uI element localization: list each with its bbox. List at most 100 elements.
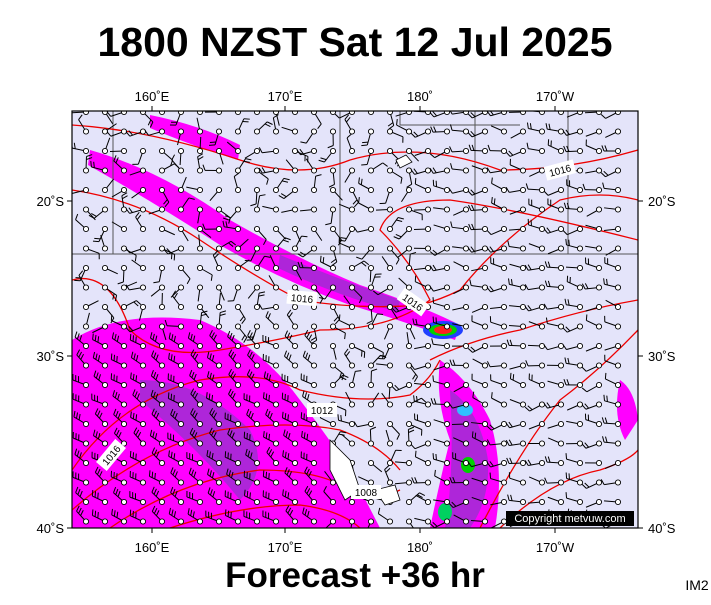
station bbox=[178, 246, 183, 251]
station bbox=[387, 129, 392, 134]
station bbox=[577, 382, 582, 387]
station bbox=[387, 480, 392, 485]
station bbox=[311, 480, 316, 485]
station bbox=[311, 246, 316, 251]
wind-barb bbox=[171, 394, 172, 400]
station bbox=[121, 343, 126, 348]
station bbox=[216, 363, 221, 368]
station bbox=[197, 168, 202, 173]
station bbox=[216, 226, 221, 231]
station bbox=[178, 129, 183, 134]
station bbox=[178, 441, 183, 446]
station bbox=[83, 324, 88, 329]
station bbox=[558, 304, 563, 309]
station bbox=[501, 148, 506, 153]
station bbox=[140, 382, 145, 387]
station bbox=[292, 129, 297, 134]
station bbox=[102, 324, 107, 329]
station bbox=[425, 324, 430, 329]
station bbox=[140, 519, 145, 524]
station bbox=[83, 382, 88, 387]
station bbox=[197, 402, 202, 407]
station bbox=[577, 304, 582, 309]
station bbox=[292, 441, 297, 446]
wind-barb bbox=[436, 454, 437, 460]
station bbox=[140, 226, 145, 231]
station bbox=[292, 246, 297, 251]
station bbox=[463, 207, 468, 212]
station bbox=[235, 363, 240, 368]
station bbox=[539, 187, 544, 192]
station bbox=[615, 207, 620, 212]
station bbox=[178, 148, 183, 153]
wind-barb bbox=[433, 453, 434, 459]
copyright: Copyright metvuw.com bbox=[514, 513, 625, 525]
wind-barb bbox=[269, 395, 270, 401]
station bbox=[197, 148, 202, 153]
station bbox=[330, 207, 335, 212]
station bbox=[501, 246, 506, 251]
wind-barb bbox=[361, 145, 367, 146]
station bbox=[330, 187, 335, 192]
station bbox=[254, 265, 259, 270]
rain-core bbox=[438, 503, 452, 521]
station bbox=[596, 480, 601, 485]
station bbox=[330, 304, 335, 309]
station bbox=[368, 304, 373, 309]
station bbox=[83, 519, 88, 524]
station bbox=[273, 324, 278, 329]
station bbox=[425, 129, 430, 134]
station bbox=[596, 460, 601, 465]
station bbox=[539, 246, 544, 251]
station bbox=[615, 285, 620, 290]
station bbox=[501, 363, 506, 368]
station bbox=[406, 480, 411, 485]
station bbox=[121, 519, 126, 524]
station bbox=[577, 226, 582, 231]
station bbox=[292, 499, 297, 504]
station bbox=[140, 402, 145, 407]
station bbox=[216, 519, 221, 524]
wind-barb bbox=[155, 473, 156, 479]
station bbox=[558, 148, 563, 153]
station bbox=[273, 129, 278, 134]
station bbox=[577, 187, 582, 192]
station bbox=[501, 441, 506, 446]
station bbox=[216, 421, 221, 426]
station bbox=[216, 382, 221, 387]
station bbox=[349, 324, 354, 329]
station bbox=[615, 363, 620, 368]
station bbox=[216, 207, 221, 212]
station bbox=[235, 519, 240, 524]
station bbox=[615, 129, 620, 134]
station bbox=[482, 480, 487, 485]
station bbox=[596, 363, 601, 368]
station bbox=[520, 226, 525, 231]
station bbox=[330, 519, 335, 524]
station bbox=[159, 480, 164, 485]
wind-barb bbox=[320, 256, 321, 262]
station bbox=[368, 148, 373, 153]
station bbox=[501, 460, 506, 465]
station bbox=[539, 265, 544, 270]
station bbox=[539, 207, 544, 212]
station bbox=[235, 324, 240, 329]
station bbox=[520, 304, 525, 309]
station bbox=[596, 343, 601, 348]
station bbox=[159, 382, 164, 387]
station bbox=[197, 421, 202, 426]
station bbox=[197, 226, 202, 231]
station bbox=[463, 363, 468, 368]
station bbox=[615, 402, 620, 407]
station bbox=[254, 519, 259, 524]
station bbox=[368, 324, 373, 329]
lat-label: 40˚S bbox=[37, 521, 65, 536]
station bbox=[159, 187, 164, 192]
station bbox=[501, 499, 506, 504]
station bbox=[406, 187, 411, 192]
wind-barb bbox=[282, 412, 283, 418]
station bbox=[197, 285, 202, 290]
station bbox=[463, 129, 468, 134]
wind-barb bbox=[266, 394, 267, 400]
station bbox=[349, 382, 354, 387]
